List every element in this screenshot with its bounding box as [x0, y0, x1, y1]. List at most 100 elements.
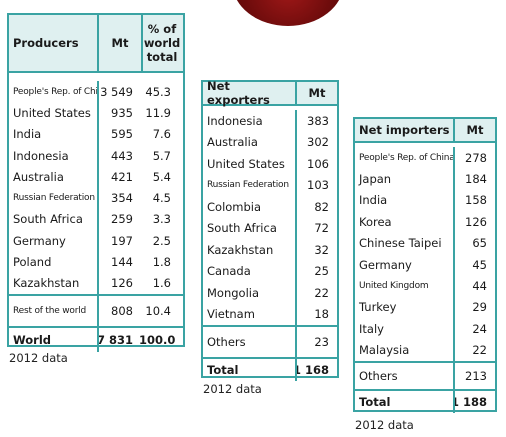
cell-name: Russian Federation: [13, 193, 95, 204]
cell-name: Total: [359, 394, 391, 409]
cell-mt: 421: [97, 166, 139, 188]
cell-mt: 44: [453, 275, 493, 297]
table-row: Korea 126: [355, 211, 495, 233]
cell-mt: 3 549: [97, 81, 139, 103]
table-row: India 158: [355, 189, 495, 212]
cell-name: Turkey: [359, 300, 397, 315]
cell-pct: 5.4: [152, 169, 171, 184]
cell-mt: 22: [295, 282, 335, 304]
cell-mt: 22: [453, 339, 493, 361]
cell-name: Italy: [359, 321, 384, 336]
table-row: Vietnam 18: [203, 303, 337, 325]
cell-pct: 3.3: [152, 212, 171, 227]
cell-mt: 144: [97, 251, 139, 273]
table-row: United States 935 11.9: [9, 102, 183, 124]
cell-name: India: [13, 127, 42, 142]
producers-world-row: World 7 831 100.0: [9, 325, 183, 352]
cell-name: People's Rep. of China: [359, 152, 453, 163]
exporters-header-mt: Mt: [295, 82, 337, 104]
cell-name: Kazakhstan: [207, 242, 274, 257]
cell-name: Others: [359, 368, 398, 383]
table-row: Russian Federation 103: [203, 174, 337, 196]
table-row: Indonesia 383: [203, 110, 337, 132]
importers-header-row: Net importers Mt: [355, 119, 495, 143]
cell-pct: 10.4: [145, 303, 171, 318]
cell-pct: 7.6: [152, 127, 171, 142]
table-row: United Kingdom 44: [355, 275, 495, 297]
exporters-table: Net exporters Mt Indonesia 383 Australia 30…: [201, 79, 339, 381]
cell-mt: 213: [453, 362, 493, 389]
importers-header-label: Net importers: [359, 123, 450, 137]
cell-mt: 278: [453, 147, 493, 169]
cell-name: Australia: [13, 169, 64, 184]
importers-note: 2012 data: [355, 418, 414, 432]
table-row: Canada 25: [203, 260, 337, 282]
cell-pct: 4.5: [152, 191, 171, 206]
cell-mt: 24: [453, 318, 493, 340]
cell-mt: 383: [295, 110, 335, 132]
table-row: United States 106: [203, 153, 337, 175]
cell-name: Total: [207, 363, 239, 377]
table-row: Poland 144 1.8: [9, 251, 183, 273]
cell-name: Australia: [207, 135, 258, 150]
cell-mt: 32: [295, 239, 335, 261]
cell-mt: 72: [295, 217, 335, 239]
exporters-total-row: Total 1 168: [203, 357, 337, 381]
producers-header-label: Producers: [13, 36, 79, 50]
cell-mt: 126: [453, 211, 493, 233]
cell-mt: 184: [453, 168, 493, 190]
table-row: People's Rep. of China3 549 45.3: [9, 81, 183, 103]
cell-mt: 29: [453, 296, 493, 319]
cell-pct: 1.6: [152, 276, 171, 291]
cell-pct: 100.0: [139, 332, 176, 347]
cell-mt: 443: [97, 144, 139, 167]
table-row: Turkey 29: [355, 296, 495, 319]
cell-name: India: [359, 193, 388, 208]
cell-mt: 106: [295, 153, 335, 175]
table-row: Japan 184: [355, 168, 495, 190]
cell-mt: 23: [295, 327, 335, 357]
cell-name: United States: [207, 156, 285, 171]
table-row: Australia 302: [203, 131, 337, 153]
cell-name: South Africa: [207, 221, 277, 236]
importers-body: People's Rep. of China 278 Japan 184 India 15…: [355, 143, 495, 361]
producers-header-mt: Mt: [97, 15, 141, 71]
cell-name: Mongolia: [207, 285, 260, 300]
table-row: Germany 45: [355, 253, 495, 276]
cell-name: Malaysia: [359, 343, 410, 358]
cell-mt: 595: [97, 123, 139, 145]
cell-mt: 354: [97, 187, 139, 209]
cell-name: People's Rep. of China: [13, 86, 97, 97]
table-row: India 595 7.6: [9, 123, 183, 145]
table-row: Russian Federation 354 4.5: [9, 187, 183, 209]
cell-name: Vietnam: [207, 307, 255, 322]
cell-pct: 11.9: [145, 105, 171, 120]
table-row: Colombia 82: [203, 196, 337, 218]
exporters-header-row: Net exporters Mt: [203, 79, 337, 107]
cell-name: Rest of the world: [13, 305, 87, 316]
cell-mt: 45: [453, 253, 493, 276]
table-row: South Africa 72: [203, 217, 337, 239]
exporters-body: Indonesia 383 Australia 302 United States 106…: [203, 106, 337, 325]
table-row: Kazakhstan 126 1.6: [9, 272, 183, 294]
exporters-others-row: Others 23: [203, 325, 337, 357]
table-row: Malaysia 22: [355, 339, 495, 361]
cell-name: Kazakhstan: [13, 276, 80, 291]
cell-name: Germany: [359, 257, 412, 272]
cell-pct: 1.8: [152, 255, 171, 270]
cell-mt: 1 188: [453, 390, 493, 413]
exporters-header-label: Net exporters: [207, 79, 270, 107]
producers-body: People's Rep. of China3 549 45.3 United St…: [9, 73, 183, 294]
importers-table: Net importers Mt People's Rep. of China 2…: [353, 117, 497, 413]
cell-mt: 808: [97, 295, 139, 326]
exporters-note: 2012 data: [203, 382, 262, 396]
cell-mt: 302: [295, 131, 335, 153]
table-row: Germany 197 2.5: [9, 230, 183, 252]
table-row: Mongolia 22: [203, 282, 337, 304]
producers-note: 2012 data: [9, 351, 68, 365]
producers-header-row: Producers Mt % of world total: [9, 15, 183, 73]
cell-mt: 103: [295, 174, 335, 196]
importers-others-row: Others 213: [355, 360, 495, 389]
cell-mt: 25: [295, 260, 335, 282]
table-row: Indonesia 443 5.7: [9, 144, 183, 167]
